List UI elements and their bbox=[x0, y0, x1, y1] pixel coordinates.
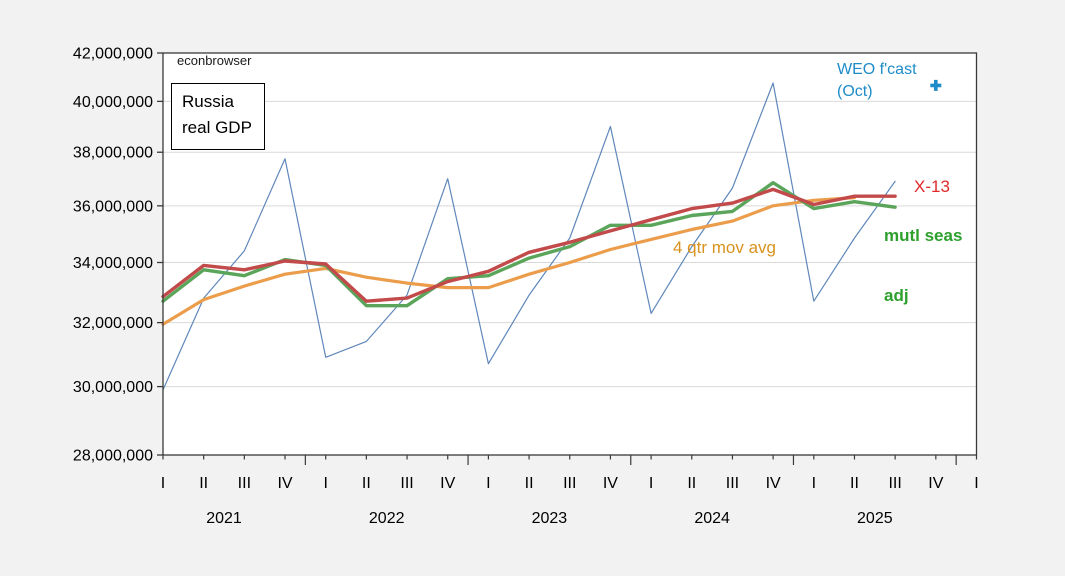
x-quarter-label: IV bbox=[603, 475, 618, 492]
x-quarter-label: IV bbox=[766, 475, 781, 492]
weo-forecast-plus-marker bbox=[930, 79, 942, 91]
x-quarter-label: II bbox=[362, 475, 371, 492]
mutl-seas-adj-label-line2: adj bbox=[884, 286, 909, 305]
x-quarter-label: I bbox=[323, 475, 327, 492]
y-tick-label: 30,000,000 bbox=[73, 379, 153, 396]
plot-area bbox=[163, 53, 977, 455]
mov-avg-series-label: 4 qtr mov avg bbox=[673, 238, 776, 257]
x-quarter-label: IV bbox=[928, 475, 943, 492]
x-quarter-label: II bbox=[525, 475, 534, 492]
x-quarter-label: III bbox=[400, 475, 413, 492]
x-quarter-label: IV bbox=[440, 475, 455, 492]
x-quarter-label: III bbox=[563, 475, 576, 492]
plot-frame bbox=[162, 52, 978, 456]
x-year-label: 2024 bbox=[694, 510, 730, 527]
x-quarter-label: I bbox=[486, 475, 490, 492]
x-quarter-label: IV bbox=[277, 475, 292, 492]
mutl-seas-adj-label-line1: mutl seas bbox=[884, 226, 963, 245]
x-year-label: 2021 bbox=[206, 510, 242, 527]
x-axis: I II III IV I II III IV I II III IV I II III IV I II III IV… bbox=[161, 455, 979, 527]
x-quarter-label: III bbox=[238, 475, 251, 492]
econbrowser-watermark: econbrowser bbox=[177, 53, 252, 68]
y-tick-label: 42,000,000 bbox=[73, 46, 153, 63]
y-axis: 42,000,000 40,000,000 38,000,000 36,000,000… bbox=[73, 46, 163, 465]
weo-forecast-label: WEO f'cast (Oct) bbox=[837, 61, 917, 100]
series-4-qtr-mov-avg bbox=[161, 196, 857, 326]
x-quarter-label: I bbox=[812, 475, 816, 492]
y-tick-label: 38,000,000 bbox=[73, 145, 153, 162]
x-quarter-label: III bbox=[726, 475, 739, 492]
series-x-13 bbox=[161, 187, 897, 303]
chart-title-box: Russia real GDP bbox=[171, 83, 265, 150]
x-quarter-label: II bbox=[199, 475, 208, 492]
x-quarter-label: I bbox=[161, 475, 165, 492]
y-tick-label: 28,000,000 bbox=[73, 448, 153, 465]
x-year-label: 2025 bbox=[857, 510, 893, 527]
x-quarter-label: I bbox=[649, 475, 653, 492]
x13-series-label: X-13 bbox=[914, 177, 950, 196]
x-quarter-label: I bbox=[974, 475, 978, 492]
x-quarter-label: II bbox=[850, 475, 859, 492]
x-year-label: 2022 bbox=[369, 510, 405, 527]
y-tick-label: 34,000,000 bbox=[73, 255, 153, 272]
y-tick-label: 40,000,000 bbox=[73, 94, 153, 111]
y-tick-label: 36,000,000 bbox=[73, 198, 153, 215]
x-quarter-label: II bbox=[687, 475, 696, 492]
y-tick-label: 32,000,000 bbox=[73, 315, 153, 332]
chart-title-line1: Russia bbox=[182, 92, 234, 111]
x-quarter-label: III bbox=[888, 475, 901, 492]
x-year-label: 2023 bbox=[532, 510, 568, 527]
series-raw-nsa-gdp bbox=[162, 82, 896, 391]
chart-title-line2: real GDP bbox=[182, 118, 252, 138]
